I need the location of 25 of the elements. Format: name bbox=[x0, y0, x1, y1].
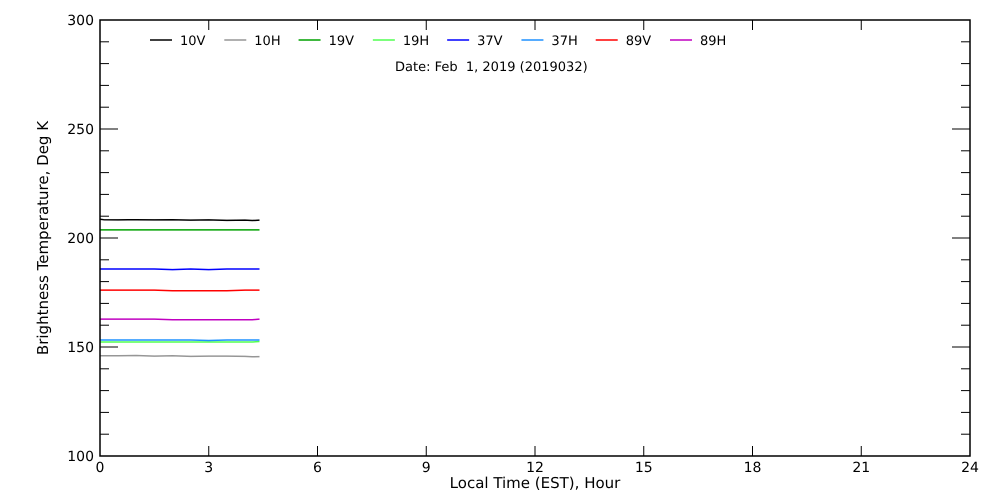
y-tick-label: 300 bbox=[67, 13, 94, 29]
y-tick-label: 100 bbox=[67, 449, 94, 465]
y-tick-label: 200 bbox=[67, 231, 94, 247]
y-tick-label: 250 bbox=[67, 122, 94, 138]
legend-label: 10H bbox=[254, 34, 281, 49]
legend-label: 89H bbox=[700, 34, 726, 49]
y-tick-label: 150 bbox=[67, 340, 94, 356]
x-tick-label: 9 bbox=[422, 460, 431, 476]
legend-label: 10V bbox=[180, 34, 206, 49]
x-tick-label: 21 bbox=[852, 460, 870, 476]
y-axis-title: Brightness Temperature, Deg K bbox=[34, 120, 52, 356]
legend-label: 37H bbox=[551, 34, 578, 49]
legend-label: 19H bbox=[402, 34, 430, 49]
x-tick-label: 12 bbox=[526, 460, 544, 476]
x-tick-label: 15 bbox=[634, 460, 653, 476]
x-tick-label: 18 bbox=[744, 460, 762, 476]
annotation: Date: Feb 1, 2019 (2019032) bbox=[395, 60, 588, 75]
x-tick-label: 24 bbox=[961, 460, 979, 476]
legend-label: 89V bbox=[626, 34, 652, 49]
x-tick-label: 6 bbox=[313, 460, 322, 476]
x-axis-title: Local Time (EST), Hour bbox=[450, 474, 622, 492]
x-tick-label: 3 bbox=[204, 460, 214, 476]
legend-label: 37V bbox=[477, 34, 503, 49]
x-tick-label: 0 bbox=[96, 460, 104, 476]
legend-label: 19V bbox=[328, 34, 354, 49]
